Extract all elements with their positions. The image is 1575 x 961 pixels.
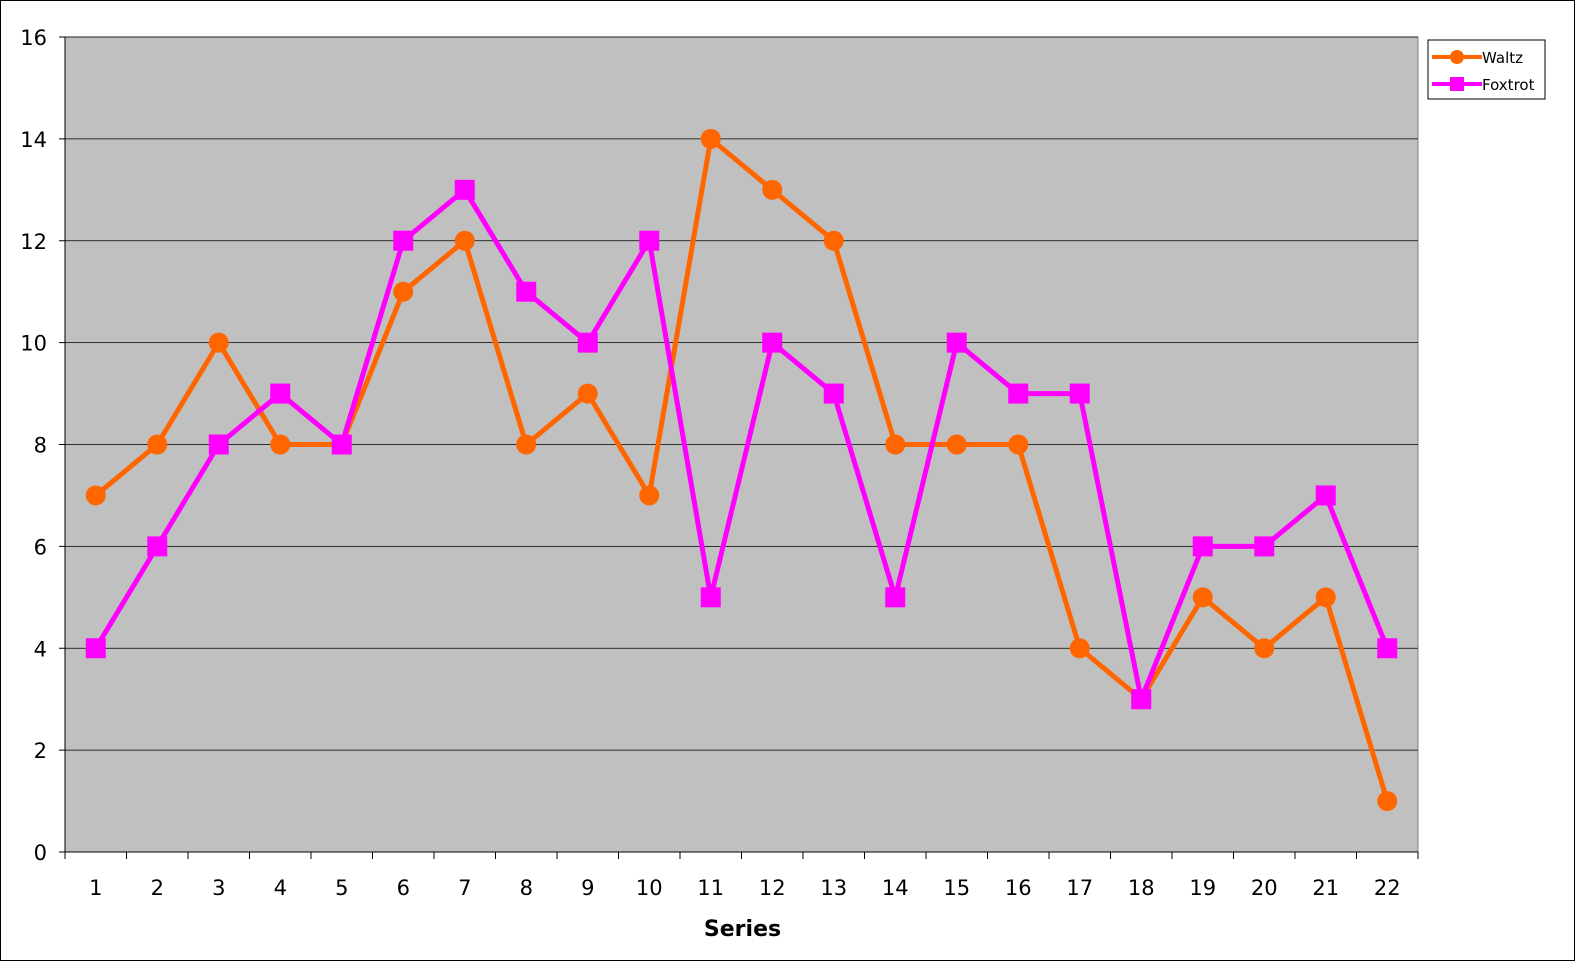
- x-tick-label: 20: [1251, 876, 1278, 900]
- y-axis-tick-labels: 0 2 4 6 8 10 12 14 16: [20, 26, 47, 865]
- data-point: [270, 383, 291, 404]
- data-point: [885, 434, 906, 455]
- data-point: [762, 179, 783, 200]
- x-tick-label: 10: [636, 876, 663, 900]
- data-point: [1008, 434, 1029, 455]
- data-point: [1192, 587, 1213, 608]
- x-tick-label: 11: [697, 876, 724, 900]
- axes: [59, 36, 1419, 859]
- data-point: [1192, 536, 1213, 557]
- data-point: [577, 332, 598, 353]
- x-tick-label: 18: [1128, 876, 1155, 900]
- x-tick-label: 19: [1189, 876, 1216, 900]
- x-tick-label: 8: [520, 876, 533, 900]
- y-tick-label: 14: [20, 128, 47, 152]
- data-point: [762, 332, 783, 353]
- series-line: [93, 187, 1390, 702]
- data-point: [393, 230, 414, 251]
- legend-item-foxtrot: Foxtrot: [1432, 76, 1535, 94]
- data-point: [823, 383, 844, 404]
- y-tick-label: 16: [20, 26, 47, 50]
- x-tick-label: 17: [1066, 876, 1093, 900]
- x-axis-title: Series: [704, 917, 781, 942]
- legend-marker: [1450, 50, 1464, 64]
- data-point: [147, 536, 168, 557]
- x-axis-tick-labels: 1 2 3 4 5 6 7 8 9 10 11 12 13 14 15 16 17 18 19 20 21 22: [89, 876, 1401, 900]
- data-point: [1377, 638, 1398, 659]
- series-layer: [85, 128, 1398, 812]
- series-waltz: [85, 128, 1398, 812]
- x-tick-label: 12: [759, 876, 786, 900]
- y-tick-label: 8: [34, 434, 47, 458]
- x-tick-label: 4: [274, 876, 287, 900]
- data-point: [1315, 485, 1336, 506]
- y-tick-label: 2: [34, 739, 47, 763]
- data-point: [1008, 383, 1029, 404]
- x-tick-label: 14: [882, 876, 909, 900]
- y-tick-label: 0: [34, 841, 47, 865]
- data-point: [85, 485, 106, 506]
- data-point: [823, 230, 844, 251]
- data-point: [700, 587, 721, 608]
- data-point: [1377, 791, 1398, 812]
- data-point: [85, 638, 106, 659]
- data-point: [639, 230, 660, 251]
- legend-marker: [1450, 77, 1464, 91]
- x-tick-label: 13: [820, 876, 847, 900]
- data-point: [1069, 638, 1090, 659]
- data-point: [1131, 689, 1152, 710]
- legend-item-waltz: Waltz: [1432, 49, 1523, 67]
- data-point: [1069, 383, 1090, 404]
- data-point: [516, 281, 537, 302]
- y-tick-label: 10: [20, 332, 47, 356]
- data-point: [639, 485, 660, 506]
- y-tick-label: 12: [20, 230, 47, 254]
- x-tick-label: 1: [89, 876, 102, 900]
- x-tick-label: 7: [458, 876, 471, 900]
- x-tick-label: 22: [1374, 876, 1401, 900]
- x-tick-label: 6: [397, 876, 410, 900]
- data-point: [946, 434, 967, 455]
- x-tick-label: 2: [151, 876, 164, 900]
- data-point: [208, 434, 229, 455]
- data-point: [946, 332, 967, 353]
- data-point: [885, 587, 906, 608]
- data-point: [1254, 638, 1275, 659]
- x-tick-label: 9: [581, 876, 594, 900]
- data-point: [147, 434, 168, 455]
- data-point: [1315, 587, 1336, 608]
- data-point: [270, 434, 291, 455]
- data-point: [454, 179, 475, 200]
- data-point: [393, 281, 414, 302]
- data-point: [700, 128, 721, 149]
- data-point: [208, 332, 229, 353]
- data-point: [1254, 536, 1275, 557]
- series-line: [94, 136, 1390, 802]
- data-point: [454, 230, 475, 251]
- y-tick-label: 4: [34, 637, 47, 661]
- x-tick-label: 3: [212, 876, 225, 900]
- grid-lines: [65, 36, 1418, 751]
- x-tick-label: 16: [1005, 876, 1032, 900]
- legend: Waltz Foxtrot: [1427, 39, 1546, 100]
- legend-label: Foxtrot: [1482, 76, 1535, 94]
- x-tick-label: 21: [1312, 876, 1339, 900]
- legend-label: Waltz: [1482, 49, 1523, 67]
- data-point: [516, 434, 537, 455]
- x-tick-label: 5: [335, 876, 348, 900]
- x-tick-label: 15: [943, 876, 970, 900]
- data-point: [577, 383, 598, 404]
- legend-box: [1427, 39, 1546, 100]
- series-foxtrot: [85, 179, 1398, 710]
- data-point: [331, 434, 352, 455]
- y-tick-label: 6: [34, 535, 47, 559]
